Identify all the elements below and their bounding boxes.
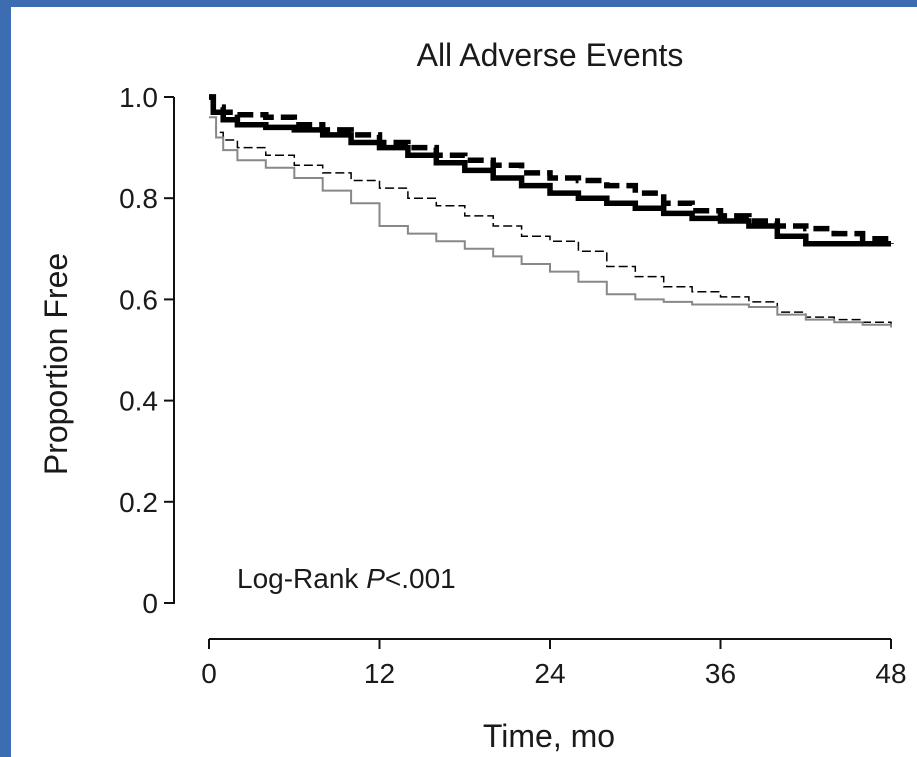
- y-tick-label: 0.8: [119, 183, 158, 214]
- chart-title: All Adverse Events: [417, 37, 684, 73]
- y-axis-label: Proportion Free: [38, 253, 74, 475]
- y-tick-label: 0.2: [119, 487, 158, 518]
- x-tick-label: 24: [534, 658, 565, 689]
- x-axis-label: Time, mo: [483, 718, 615, 754]
- log-rank-annotation: Log-Rank P<.001: [237, 563, 456, 594]
- km-curve-thin-solid-gray: [209, 116, 892, 328]
- annotation-prefix: Log-Rank: [237, 563, 366, 594]
- y-tick-label: 0.6: [119, 284, 158, 315]
- y-tick-label: 0.4: [119, 386, 158, 417]
- axes: [173, 97, 891, 640]
- x-tick-label: 12: [364, 658, 395, 689]
- km-curve-thick-dashed: [209, 94, 894, 244]
- survival-chart: All Adverse Events Proportion Free Time,…: [38, 37, 907, 754]
- x-tick-label: 0: [201, 658, 217, 689]
- annotation-italic: P: [366, 563, 385, 594]
- annotation-suffix: <.001: [385, 563, 456, 594]
- x-tick-label: 48: [875, 658, 906, 689]
- y-tick-label: 0: [142, 588, 158, 619]
- x-tick-label: 36: [705, 658, 736, 689]
- ticks: 0 0.2 0.4 0.6 0.8 1.0 0 12 24 36 48: [119, 82, 907, 689]
- chart-panel: All Adverse Events Proportion Free Time,…: [11, 7, 917, 757]
- y-tick-label: 1.0: [119, 82, 158, 113]
- series-group: [209, 94, 894, 328]
- km-curve-thin-dashed: [209, 116, 892, 328]
- km-curve-thick-solid: [209, 94, 891, 247]
